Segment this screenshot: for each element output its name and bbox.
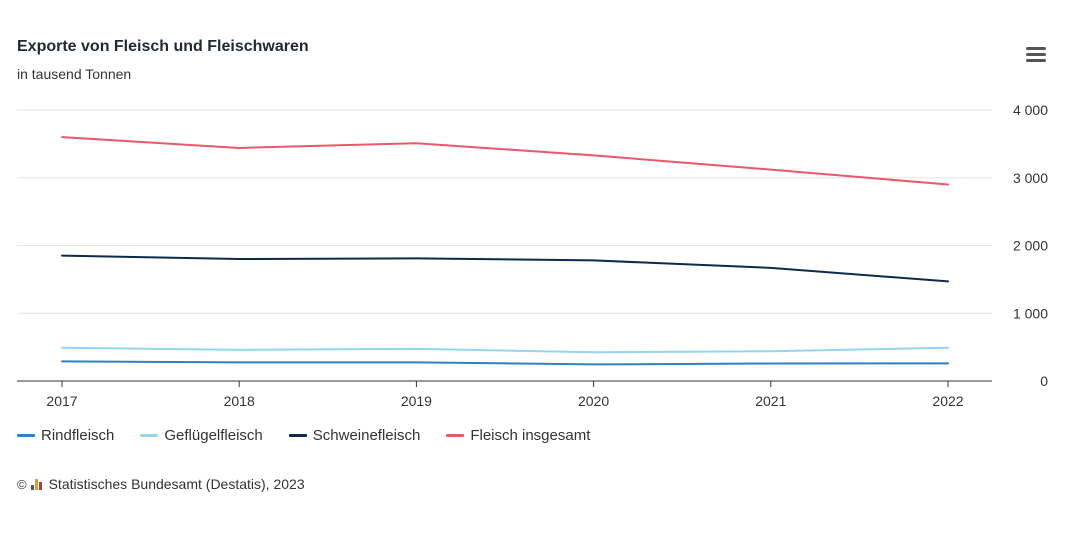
x-tick-label: 2019 <box>401 393 432 409</box>
menu-bar <box>1026 53 1046 56</box>
y-tick-label: 4 000 <box>1013 102 1048 118</box>
legend-item[interactable]: Rindfleisch <box>17 427 114 444</box>
x-tick-label: 2022 <box>932 393 963 409</box>
destatis-logo-icon <box>30 478 42 490</box>
legend-swatch <box>140 434 159 437</box>
legend-label: Schweinefleisch <box>312 427 421 444</box>
series-line-rindfleisch <box>61 360 949 366</box>
legend-swatch <box>17 434 35 437</box>
x-tick-label: 2020 <box>578 393 609 409</box>
chart-title: Exporte von Fleisch und Fleischwaren <box>17 38 309 55</box>
y-tick-label: 2 000 <box>1013 238 1048 254</box>
y-tick-label: 1 000 <box>1013 305 1048 321</box>
credits-text: Statistisches Bundesamt (Destatis), 2023 <box>48 476 305 492</box>
series-line-schweinefleisch <box>61 254 949 283</box>
legend-item[interactable]: Fleisch insgesamt <box>446 427 590 444</box>
chart-subtitle: in tausend Tonnen <box>17 66 132 82</box>
y-tick-label: 0 <box>1040 373 1048 389</box>
line-chart-plot: 0 1 000 2 000 3 000 4 000 2017 2018 2019 2020 202… <box>17 102 1048 409</box>
x-tick-label: 2017 <box>46 393 77 409</box>
legend-swatch <box>288 434 307 437</box>
menu-bar <box>1026 59 1046 62</box>
chart-legend: Rindfleisch Geflügelfleisch Schweinefleisc… <box>17 427 590 444</box>
legend-item[interactable]: Geflügelfleisch <box>140 427 263 444</box>
legend-label: Fleisch insgesamt <box>470 427 591 444</box>
x-tick-label: 2018 <box>224 393 255 409</box>
x-tick-label: 2021 <box>755 393 786 409</box>
y-tick-label: 3 000 <box>1013 170 1048 186</box>
legend-label: Rindfleisch <box>41 427 115 444</box>
legend-label: Geflügelfleisch <box>164 427 263 444</box>
series-line-gefl-gelfleisch <box>61 346 949 354</box>
copyright-symbol: © <box>17 476 27 492</box>
chart-credits: © Statistisches Bundesamt (Destatis), 20… <box>17 476 305 492</box>
series-line-fleisch-insgesamt <box>61 136 949 186</box>
legend-item[interactable]: Schweinefleisch <box>288 427 421 444</box>
menu-bar <box>1026 47 1046 50</box>
legend-swatch <box>446 434 465 437</box>
hamburger-menu-icon[interactable] <box>1022 44 1050 68</box>
